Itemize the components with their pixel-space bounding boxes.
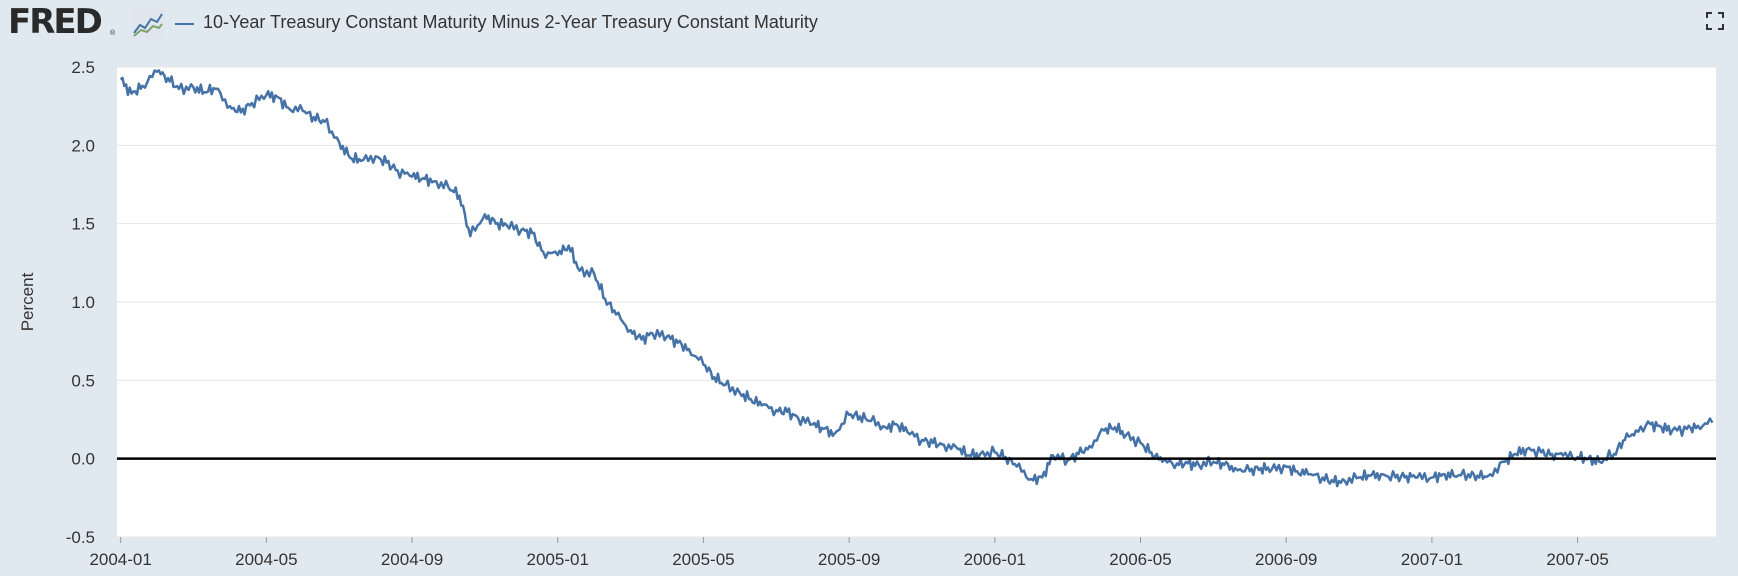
y-tick-label: 1.0 <box>71 293 95 312</box>
x-tick-label: 2006-05 <box>1109 550 1171 569</box>
y-tick-label: 2.0 <box>71 136 95 155</box>
logo-graph-icon[interactable] <box>131 9 165 39</box>
series-line <box>119 69 1714 488</box>
x-tick-label: 2004-09 <box>381 550 443 569</box>
y-axis-label: Percent <box>18 272 37 331</box>
chart-header: FRED ® 10-Year Treasury Constant Maturit… <box>0 0 1738 48</box>
x-tick-label: 2004-05 <box>235 550 297 569</box>
series-title: 10-Year Treasury Constant Maturity Minus… <box>203 12 818 32</box>
x-tick-label: 2005-05 <box>672 550 734 569</box>
y-tick-label: -0.5 <box>66 528 95 547</box>
logo-registered-mark: ® <box>110 30 116 37</box>
fullscreen-icon[interactable] <box>1706 12 1724 30</box>
x-tick-label: 2005-09 <box>818 550 880 569</box>
y-tick-label: 1.5 <box>71 215 95 234</box>
x-tick-label: 2006-01 <box>964 550 1026 569</box>
x-tick-label: 2006-09 <box>1255 550 1317 569</box>
x-tick-label: 2004-01 <box>89 550 151 569</box>
x-tick-label: 2007-05 <box>1546 550 1608 569</box>
x-tick-label: 2005-01 <box>527 550 589 569</box>
fred-logo[interactable]: FRED <box>8 2 103 42</box>
y-tick-label: 0.0 <box>71 450 95 469</box>
y-tick-label: 0.5 <box>71 371 95 390</box>
y-tick-label: 2.5 <box>71 58 95 77</box>
x-tick-label: 2007-01 <box>1401 550 1463 569</box>
legend-line-swatch <box>175 23 194 25</box>
